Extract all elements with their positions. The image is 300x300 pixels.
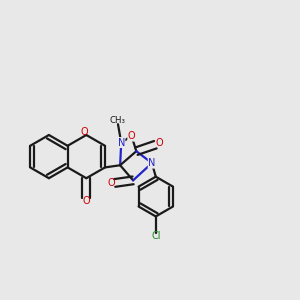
Text: CH₃: CH₃ [110, 116, 126, 125]
Text: N: N [148, 158, 156, 168]
Text: O: O [107, 178, 115, 188]
Text: N: N [118, 138, 125, 148]
Text: Cl: Cl [151, 231, 160, 241]
Text: O: O [81, 127, 88, 137]
Text: O: O [82, 196, 90, 206]
Text: O: O [155, 138, 163, 148]
Text: O: O [128, 131, 135, 141]
